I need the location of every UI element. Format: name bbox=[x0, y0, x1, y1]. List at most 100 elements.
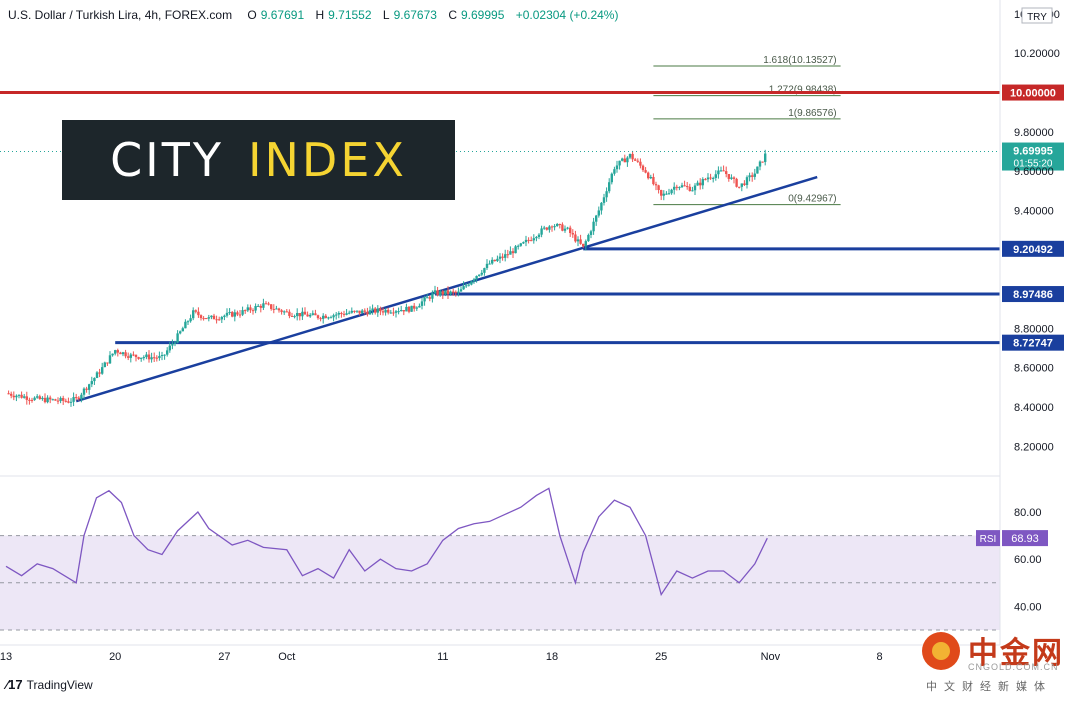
rsi-name-tag bbox=[976, 530, 1000, 547]
candle-body bbox=[10, 393, 13, 396]
candle-body bbox=[285, 311, 288, 313]
candle-body bbox=[51, 399, 54, 401]
candle-body bbox=[212, 315, 216, 320]
candle-body bbox=[738, 186, 741, 188]
candle-body bbox=[267, 303, 270, 305]
candle-body bbox=[337, 312, 340, 315]
candle-body bbox=[108, 355, 112, 364]
candle-body bbox=[761, 161, 764, 163]
time-tick-label: Nov bbox=[761, 651, 781, 663]
candle-body bbox=[410, 305, 413, 312]
candle-body bbox=[158, 356, 161, 359]
candle-body bbox=[725, 171, 728, 175]
rsi-value-label: 68.93 bbox=[1011, 533, 1039, 545]
candle-body bbox=[166, 350, 169, 355]
time-tick-label: 20 bbox=[109, 651, 121, 663]
candle-body bbox=[290, 315, 294, 317]
candle-body bbox=[758, 161, 762, 167]
candle-body bbox=[639, 161, 642, 166]
candle-body bbox=[483, 268, 486, 273]
candle-body bbox=[418, 305, 421, 308]
candle-body bbox=[467, 284, 470, 286]
last-price-label: 9.69995 bbox=[1013, 146, 1053, 158]
candle-body bbox=[64, 400, 67, 402]
candle-body bbox=[608, 182, 611, 192]
candle-body bbox=[405, 306, 408, 312]
close-value: 9.69995 bbox=[460, 8, 505, 22]
candle-body bbox=[600, 202, 603, 211]
candle-body bbox=[428, 297, 431, 299]
candle-body bbox=[173, 342, 177, 344]
candle-body bbox=[662, 193, 665, 196]
candle-body bbox=[407, 306, 411, 312]
countdown-label: 01:55:20 bbox=[1014, 159, 1053, 170]
candle-body bbox=[137, 357, 140, 359]
candle-body bbox=[54, 399, 57, 401]
candle-body bbox=[657, 185, 660, 191]
candle-body bbox=[67, 401, 70, 403]
level-price-label: 10.00000 bbox=[1010, 88, 1056, 100]
candle-body bbox=[397, 311, 400, 313]
candle-body bbox=[392, 312, 395, 314]
candle-body bbox=[730, 177, 733, 179]
candle-body bbox=[654, 184, 658, 186]
symbol-header: U.S. Dollar / Turkish Lira, 4h, FOREX.co… bbox=[8, 8, 619, 22]
candle-body bbox=[597, 210, 600, 216]
time-tick-label: 27 bbox=[218, 651, 230, 663]
candle-body bbox=[121, 352, 125, 355]
candle-body bbox=[446, 290, 450, 295]
level-price-tag bbox=[1002, 286, 1064, 303]
candle-body bbox=[748, 175, 751, 178]
candle-body bbox=[493, 259, 496, 262]
candle-body bbox=[262, 303, 265, 308]
candle-body bbox=[470, 281, 473, 285]
rsi-name-label: RSI bbox=[980, 534, 997, 545]
candle-body bbox=[327, 317, 330, 319]
price-tick-label: 9.60000 bbox=[1014, 166, 1054, 178]
rsi-value-tag bbox=[1002, 530, 1048, 547]
candle-body bbox=[426, 297, 429, 299]
candle-body bbox=[423, 297, 426, 302]
candle-body bbox=[231, 312, 234, 317]
candle-body bbox=[33, 397, 36, 401]
candle-body bbox=[709, 177, 712, 179]
candle-body bbox=[23, 396, 26, 398]
candle-body bbox=[246, 307, 249, 311]
candle-body bbox=[753, 173, 756, 177]
time-tick-label: 25 bbox=[655, 651, 667, 663]
candle-body bbox=[264, 303, 268, 305]
candle-body bbox=[181, 328, 184, 332]
high-value: 9.71552 bbox=[328, 8, 372, 22]
candle-body bbox=[420, 301, 424, 306]
candle-body bbox=[413, 305, 416, 309]
candle-body bbox=[306, 314, 309, 317]
candle-body bbox=[119, 352, 122, 355]
candle-body bbox=[103, 362, 106, 368]
candle-body bbox=[272, 308, 275, 310]
candle-body bbox=[727, 174, 730, 179]
candle-body bbox=[186, 321, 190, 323]
candle-body bbox=[350, 310, 353, 313]
candle-body bbox=[751, 175, 754, 177]
trendline bbox=[75, 175, 818, 403]
candle-body bbox=[454, 291, 457, 293]
candle-body bbox=[587, 234, 590, 242]
candle-body bbox=[218, 319, 221, 321]
candle-body bbox=[163, 354, 166, 356]
tradingview-footer[interactable]: ⁄17 TradingView bbox=[6, 677, 93, 692]
candle-body bbox=[210, 315, 213, 318]
candle-body bbox=[288, 311, 291, 316]
candle-body bbox=[93, 377, 96, 382]
candle-body bbox=[368, 310, 372, 315]
candle-body bbox=[134, 354, 138, 358]
price-axis: 10.000009.204928.974868.727479.6999501:5… bbox=[0, 0, 1064, 663]
candle-body bbox=[311, 313, 314, 315]
candle-body bbox=[636, 160, 639, 162]
fib-level-label: 1.272(9.98438) bbox=[769, 85, 837, 96]
candle-body bbox=[371, 308, 374, 311]
candle-body bbox=[106, 362, 109, 364]
cngold-watermark: 中金网 CNGOLD.COM.CN 中文财经新媒体 bbox=[922, 628, 1072, 698]
candle-body bbox=[670, 189, 673, 194]
price-tick-label: 9.80000 bbox=[1014, 127, 1054, 139]
